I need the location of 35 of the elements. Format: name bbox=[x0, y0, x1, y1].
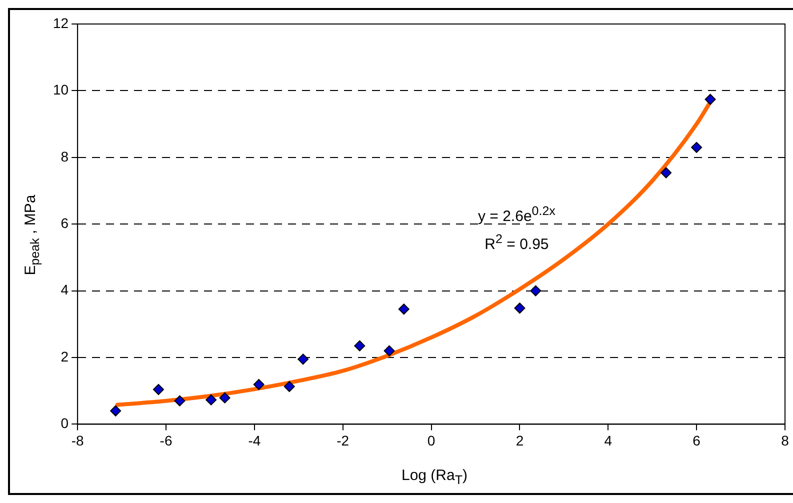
y-tick-label: 0 bbox=[60, 415, 69, 432]
x-tick-label: 0 bbox=[427, 432, 436, 448]
point bbox=[174, 395, 186, 406]
point bbox=[398, 304, 410, 315]
y-tick-label: 8 bbox=[60, 148, 69, 164]
point bbox=[354, 340, 366, 352]
point bbox=[691, 142, 702, 153]
point bbox=[284, 381, 295, 392]
point bbox=[660, 167, 672, 178]
point bbox=[530, 285, 542, 296]
point bbox=[514, 302, 526, 314]
x-tick-label: -6 bbox=[160, 432, 172, 448]
x-tick-label: 2 bbox=[516, 432, 524, 448]
y-tick-label: 12 bbox=[52, 14, 69, 31]
x-tick-label: -4 bbox=[248, 432, 261, 448]
x-tick-label: -8 bbox=[71, 432, 84, 448]
x-tick-label: 8 bbox=[781, 432, 790, 448]
point bbox=[253, 379, 264, 390]
annotation: y = 2.6e$^{0.2x}$ bbox=[478, 203, 556, 227]
point bbox=[384, 345, 395, 356]
x-tick-label: 6 bbox=[692, 432, 701, 448]
x-tick-label: 4 bbox=[604, 432, 612, 448]
y-tick-label: 2 bbox=[60, 348, 69, 364]
point bbox=[206, 394, 217, 406]
point bbox=[298, 354, 309, 365]
y-tick-label: 6 bbox=[60, 214, 69, 231]
x-tick-label: -2 bbox=[336, 432, 350, 448]
point bbox=[110, 405, 122, 416]
point bbox=[704, 94, 716, 105]
x-axis-title: Log (Ra$_{T}$) bbox=[400, 467, 468, 487]
point bbox=[152, 384, 164, 396]
y-tick-label: 4 bbox=[60, 282, 69, 298]
y-tick-label: 10 bbox=[52, 82, 69, 98]
point bbox=[219, 392, 230, 404]
annotation: R$^{2}$ = 0.95 bbox=[484, 231, 550, 255]
